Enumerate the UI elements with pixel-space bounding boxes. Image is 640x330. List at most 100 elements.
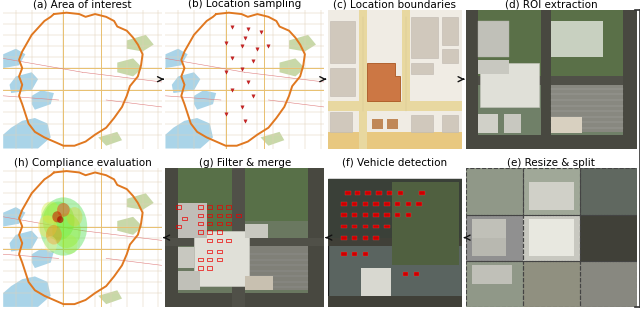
- Bar: [504, 114, 521, 133]
- Bar: [466, 261, 523, 307]
- Polygon shape: [32, 249, 54, 268]
- Bar: [341, 236, 346, 240]
- Ellipse shape: [62, 235, 77, 254]
- Ellipse shape: [38, 215, 57, 238]
- Bar: [217, 239, 222, 242]
- Bar: [166, 293, 324, 307]
- Bar: [217, 258, 222, 261]
- Bar: [395, 202, 401, 206]
- Bar: [207, 214, 212, 217]
- Bar: [402, 10, 410, 111]
- Bar: [395, 214, 401, 217]
- Bar: [387, 191, 392, 195]
- Bar: [217, 214, 222, 217]
- Bar: [363, 202, 368, 206]
- Bar: [341, 225, 346, 228]
- Bar: [198, 214, 203, 217]
- Bar: [552, 85, 623, 132]
- Bar: [244, 224, 268, 238]
- Polygon shape: [10, 231, 38, 251]
- Bar: [523, 168, 580, 214]
- Ellipse shape: [52, 213, 81, 248]
- Bar: [442, 17, 458, 45]
- Bar: [328, 238, 462, 246]
- Bar: [363, 225, 368, 228]
- Bar: [232, 168, 244, 307]
- Polygon shape: [3, 118, 51, 148]
- Bar: [330, 113, 352, 132]
- Bar: [217, 230, 222, 234]
- Polygon shape: [289, 35, 316, 51]
- Bar: [352, 202, 357, 206]
- Ellipse shape: [43, 202, 74, 240]
- Polygon shape: [367, 63, 401, 101]
- Bar: [352, 225, 357, 228]
- Bar: [466, 77, 637, 85]
- Bar: [341, 252, 346, 256]
- Bar: [374, 214, 379, 217]
- Bar: [194, 231, 250, 286]
- Bar: [478, 60, 509, 74]
- Bar: [198, 258, 203, 261]
- Bar: [384, 214, 390, 217]
- Bar: [411, 115, 433, 132]
- Bar: [341, 214, 346, 217]
- Bar: [529, 182, 574, 210]
- Polygon shape: [3, 277, 51, 307]
- Bar: [406, 214, 411, 217]
- Bar: [308, 168, 324, 307]
- Polygon shape: [166, 49, 188, 68]
- Bar: [580, 261, 637, 307]
- Bar: [178, 203, 207, 238]
- Title: (e) Resize & split: (e) Resize & split: [508, 157, 595, 168]
- Bar: [217, 250, 222, 253]
- Bar: [328, 296, 462, 307]
- Polygon shape: [99, 290, 122, 304]
- Bar: [352, 236, 357, 240]
- Bar: [175, 225, 180, 228]
- Polygon shape: [117, 58, 143, 77]
- Bar: [372, 119, 383, 129]
- Bar: [406, 202, 411, 206]
- Bar: [207, 239, 212, 242]
- Bar: [374, 236, 379, 240]
- Bar: [244, 246, 308, 290]
- Bar: [217, 206, 222, 209]
- Title: (f) Vehicle detection: (f) Vehicle detection: [342, 157, 447, 168]
- Title: (d) ROI extraction: (d) ROI extraction: [505, 0, 598, 9]
- Bar: [341, 202, 346, 206]
- Polygon shape: [3, 207, 26, 226]
- Polygon shape: [10, 72, 38, 93]
- Bar: [417, 202, 422, 206]
- Bar: [330, 68, 355, 96]
- Bar: [178, 247, 194, 268]
- Bar: [478, 114, 499, 133]
- Bar: [580, 168, 637, 214]
- Bar: [227, 206, 232, 209]
- Ellipse shape: [40, 197, 87, 256]
- Bar: [580, 214, 637, 261]
- Polygon shape: [3, 49, 26, 68]
- Bar: [419, 191, 424, 195]
- Title: (a) Area of interest: (a) Area of interest: [33, 0, 132, 9]
- Title: (c) Location boundaries: (c) Location boundaries: [333, 0, 456, 9]
- Bar: [529, 219, 574, 256]
- Ellipse shape: [67, 207, 83, 226]
- Bar: [414, 272, 419, 276]
- Bar: [384, 202, 390, 206]
- Bar: [387, 119, 397, 129]
- Bar: [376, 191, 381, 195]
- Bar: [411, 17, 438, 58]
- Bar: [328, 132, 462, 148]
- Bar: [466, 135, 637, 148]
- Bar: [442, 49, 458, 63]
- Polygon shape: [117, 217, 143, 235]
- Bar: [352, 252, 357, 256]
- Bar: [207, 230, 212, 234]
- Bar: [328, 180, 462, 238]
- Title: (h) Compliance evaluation: (h) Compliance evaluation: [13, 157, 151, 168]
- Bar: [466, 214, 523, 261]
- Bar: [198, 230, 203, 234]
- Bar: [392, 182, 460, 265]
- Ellipse shape: [57, 216, 63, 223]
